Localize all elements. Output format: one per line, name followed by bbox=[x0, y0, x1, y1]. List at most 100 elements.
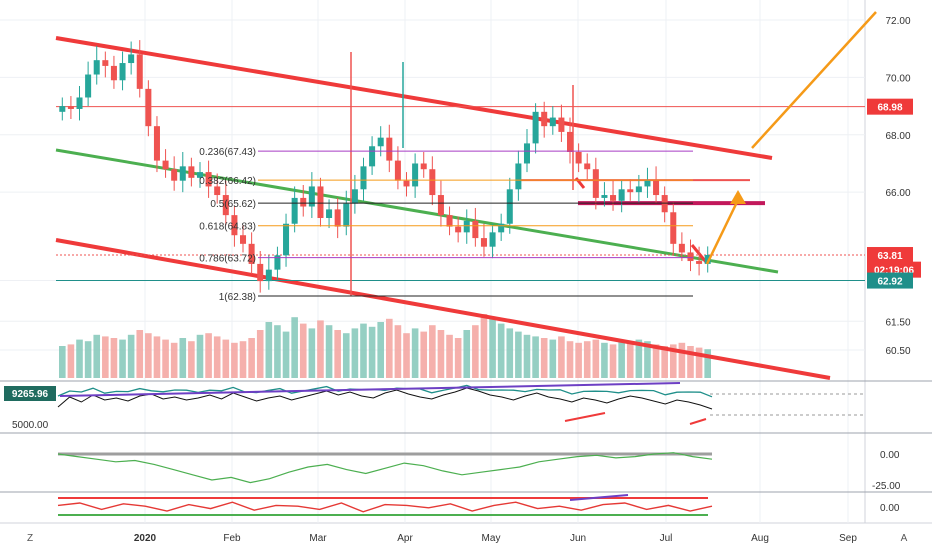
candle-body bbox=[377, 137, 384, 147]
volume-bar bbox=[222, 339, 230, 378]
volume-bar bbox=[566, 341, 574, 378]
volume-bar bbox=[59, 346, 66, 378]
candle-body bbox=[283, 223, 290, 256]
osc-divergence-line bbox=[569, 494, 629, 501]
volume-bar bbox=[67, 344, 75, 378]
time-tick-label: May bbox=[482, 533, 501, 544]
candle-body bbox=[704, 255, 711, 264]
volume-bar bbox=[170, 342, 178, 378]
candle-body bbox=[317, 186, 324, 218]
volume-bar bbox=[403, 333, 410, 378]
volume-bar bbox=[93, 334, 101, 378]
volume-bar bbox=[601, 342, 608, 378]
candle-body bbox=[549, 117, 556, 127]
time-tick-label: Mar bbox=[309, 533, 327, 544]
price-tick-label: 60.50 bbox=[885, 346, 910, 357]
candle-body bbox=[369, 146, 376, 167]
candle-body bbox=[472, 220, 479, 239]
candle-body bbox=[257, 263, 264, 282]
obv-axis-label: 5000.00 bbox=[12, 420, 49, 431]
candle-body bbox=[291, 197, 298, 224]
time-tick-label: Jun bbox=[570, 533, 586, 544]
candle-body bbox=[515, 163, 522, 190]
candle-body bbox=[670, 212, 677, 244]
candle-body bbox=[188, 166, 195, 178]
volume-bar bbox=[635, 339, 643, 378]
candle-body bbox=[480, 238, 487, 247]
price-tick-label: 66.00 bbox=[885, 188, 910, 199]
price-candles bbox=[59, 40, 711, 296]
volume-bar bbox=[626, 342, 634, 378]
volume-bar bbox=[351, 328, 359, 378]
volume-bar bbox=[102, 336, 109, 378]
candle-body bbox=[343, 203, 350, 227]
candle-body bbox=[437, 195, 444, 216]
volume-bar bbox=[360, 323, 367, 378]
volume-bar bbox=[308, 328, 316, 378]
volume-bar bbox=[119, 339, 126, 378]
volume-bar bbox=[256, 330, 264, 378]
volume-bar bbox=[213, 336, 221, 378]
volume-bar bbox=[704, 349, 711, 378]
volume-bar bbox=[411, 328, 419, 378]
price-axis: 72.00 70.00 68.00 66.00 61.50 60.50 68.98 63.81… bbox=[867, 16, 921, 357]
candle-body bbox=[506, 189, 513, 224]
volume-bar bbox=[84, 341, 92, 378]
candle-body bbox=[334, 209, 341, 227]
obv-divergence-1 bbox=[564, 412, 606, 422]
volume-bar bbox=[687, 346, 694, 378]
price-badge-label: 68.98 bbox=[877, 103, 902, 114]
volume-bar bbox=[145, 333, 152, 378]
volume-bar bbox=[342, 333, 350, 378]
price-badge bbox=[867, 247, 913, 264]
candle-body bbox=[463, 220, 470, 233]
volume-bar bbox=[291, 317, 298, 378]
candle-body bbox=[489, 232, 496, 247]
short-target-arrowhead bbox=[730, 190, 746, 204]
candle-body bbox=[136, 54, 143, 89]
candle-body bbox=[93, 60, 100, 75]
candle-body bbox=[644, 180, 651, 187]
volume-bar bbox=[506, 328, 514, 378]
obv-signal-line bbox=[57, 384, 713, 398]
upper-channel-line bbox=[55, 36, 773, 160]
volume-bar bbox=[463, 330, 471, 378]
candle-body bbox=[67, 106, 74, 109]
fib-label-3: 0.618(64.83) bbox=[199, 222, 256, 233]
candle-body bbox=[627, 189, 634, 193]
candle-body bbox=[601, 195, 608, 198]
candle-body bbox=[240, 235, 247, 244]
volume-bar bbox=[386, 318, 393, 378]
candle-body bbox=[274, 255, 281, 270]
obv-divergence-2 bbox=[689, 418, 707, 425]
time-tick-label: Jul bbox=[660, 533, 673, 544]
osc-green-line bbox=[57, 452, 713, 484]
volume-bar bbox=[239, 341, 247, 378]
candle-body bbox=[541, 111, 548, 127]
volume-bar bbox=[437, 330, 445, 378]
volume-bar bbox=[274, 325, 281, 378]
candle-body bbox=[76, 97, 83, 109]
volume-bar bbox=[248, 338, 255, 378]
candle-body bbox=[102, 60, 109, 66]
volume-bar bbox=[523, 334, 531, 378]
candle-body bbox=[653, 180, 660, 196]
candle-body bbox=[446, 215, 453, 227]
volume-bar bbox=[76, 339, 83, 378]
candle-body bbox=[584, 163, 591, 170]
indicator-panes: 9265.96 5000.00 0.00 -25.00 0.00 bbox=[0, 380, 932, 516]
volume-bar bbox=[110, 338, 118, 378]
candle-body bbox=[171, 169, 178, 181]
volume-bar bbox=[515, 331, 522, 378]
price-badge-label: 02:19:06 bbox=[874, 266, 914, 277]
osc2-axis-0: 0.00 bbox=[880, 503, 900, 514]
volume-bar bbox=[592, 339, 600, 378]
right-corner-label[interactable]: A bbox=[901, 533, 908, 544]
osc-axis-0: 0.00 bbox=[880, 450, 900, 461]
left-corner-label[interactable]: Z bbox=[27, 533, 33, 544]
obv-line bbox=[57, 387, 713, 410]
price-badge bbox=[867, 98, 913, 115]
candle-body bbox=[678, 243, 685, 253]
drawing-lines bbox=[55, 36, 865, 380]
